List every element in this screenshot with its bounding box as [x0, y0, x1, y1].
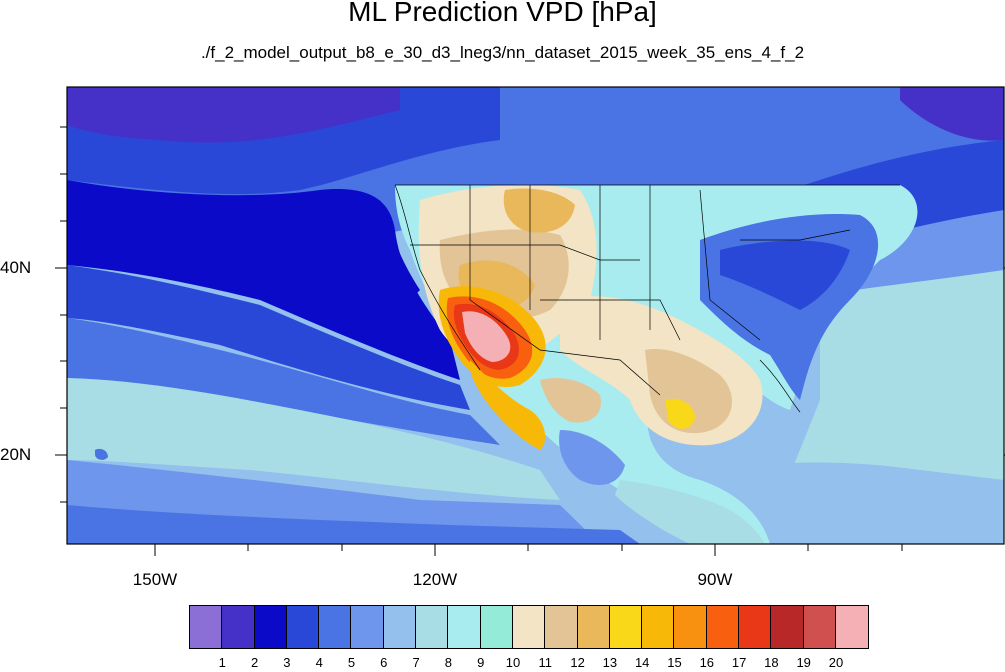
colorbar-swatch: [835, 606, 869, 648]
colorbar-swatch: [739, 606, 772, 648]
colorbar-swatch: [254, 606, 287, 648]
colorbar-label: 8: [444, 655, 452, 670]
colorbar-swatch: [609, 606, 643, 648]
colorbar: [189, 605, 870, 649]
colorbar-label: 12: [570, 655, 585, 670]
vpd-map: [55, 86, 1005, 556]
lat-label-40n: 40N: [0, 258, 32, 277]
colorbar-swatch: [351, 606, 384, 648]
colorbar-label: 17: [731, 655, 747, 670]
colorbar-label: 7: [412, 655, 420, 670]
colorbar-swatch: [577, 606, 610, 648]
colorbar-label: 6: [380, 655, 388, 670]
colorbar-label: 10: [505, 655, 521, 670]
colorbar-swatch: [190, 606, 223, 648]
colorbar-label: 9: [477, 655, 485, 670]
colorbar-swatch: [771, 606, 804, 648]
colorbar-swatch: [642, 606, 675, 648]
colorbar-label: 3: [283, 655, 291, 670]
colorbar-label: 1: [218, 655, 226, 670]
colorbar-label: 13: [602, 655, 618, 670]
colorbar-swatch: [545, 606, 578, 648]
colorbar-swatch: [416, 606, 449, 648]
colorbar-label: 15: [667, 655, 682, 670]
colorbar-label: 11: [538, 655, 553, 670]
lon-label-120w: 120W: [412, 570, 458, 589]
colorbar-swatch: [674, 606, 707, 648]
colorbar-swatch: [319, 606, 352, 648]
colorbar-swatch: [383, 606, 417, 648]
colorbar-swatch: [803, 606, 836, 648]
colorbar-label: 2: [250, 655, 259, 670]
colorbar-swatch: [286, 606, 320, 648]
colorbar-label: 16: [699, 655, 715, 670]
colorbar-swatch: [222, 606, 255, 648]
colorbar-label: 14: [634, 655, 650, 670]
lat-label-20n: 20N: [0, 445, 32, 464]
lon-label-90w: 90W: [697, 570, 733, 589]
colorbar-label: 20: [828, 655, 844, 670]
colorbar-swatch: [512, 606, 546, 648]
colorbar-swatch: [480, 606, 513, 648]
colorbar-label: 4: [315, 655, 323, 670]
lon-label-150w: 150W: [132, 570, 178, 589]
colorbar-swatch: [706, 606, 740, 648]
colorbar-label: 19: [796, 655, 811, 670]
colorbar-label: 5: [347, 655, 356, 670]
colorbar-label: 18: [764, 655, 779, 670]
colorbar-swatch: [448, 606, 481, 648]
map-title: ML Prediction VPD [hPa]: [348, 0, 657, 27]
map-subtitle: ./f_2_model_output_b8_e_30_d3_lneg3/nn_d…: [200, 43, 805, 62]
